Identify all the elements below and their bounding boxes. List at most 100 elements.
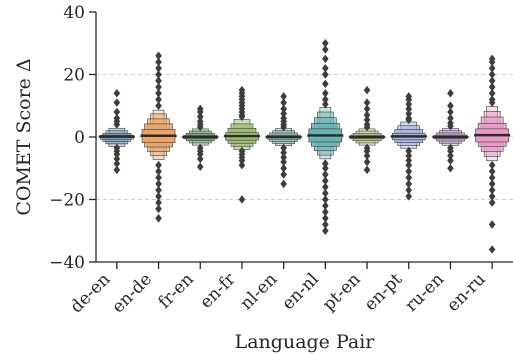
outlier-point: [405, 167, 413, 176]
outlier-point: [322, 213, 329, 223]
box-group-en-nl: [307, 38, 344, 236]
outlier-point: [113, 165, 121, 175]
outlier-point: [238, 156, 246, 165]
outlier-point: [363, 157, 371, 167]
x-tick-label: en-fr: [196, 269, 240, 313]
outlier-point: [155, 192, 162, 201]
outlier-point: [280, 98, 287, 107]
outlier-point: [488, 179, 496, 189]
outlier-point: [196, 162, 204, 171]
outlier-point: [196, 107, 204, 117]
outlier-point: [405, 115, 413, 125]
outlier-point: [322, 99, 329, 109]
boxes-layer: [98, 38, 511, 254]
y-tick-label: 0: [74, 128, 85, 148]
outlier-point: [280, 122, 287, 132]
outlier-point: [405, 151, 413, 161]
outlier-point: [113, 88, 121, 98]
outlier-point: [405, 146, 413, 156]
outlier-point: [322, 188, 329, 198]
outlier-point: [113, 98, 121, 107]
box-group-fr-en: [182, 104, 219, 171]
outlier-point: [155, 185, 162, 195]
outlier-point: [322, 45, 329, 54]
outlier-point: [196, 112, 204, 121]
outlier-point: [322, 182, 329, 192]
outlier-point: [447, 151, 454, 161]
x-tick-label: en-ru: [443, 269, 490, 316]
box-group-en-de: [140, 51, 177, 223]
outlier-point: [363, 146, 371, 156]
outlier-point: [322, 63, 329, 73]
x-tick-label: en-de: [108, 269, 156, 317]
outlier-point: [196, 154, 204, 164]
x-axis-title: Language Pair: [235, 331, 376, 353]
y-tick-label: 20: [63, 66, 85, 86]
outlier-point: [488, 76, 496, 86]
outlier-point: [447, 121, 454, 131]
outlier-point: [363, 98, 371, 107]
outlier-point: [322, 226, 329, 236]
outlier-point: [488, 198, 496, 207]
y-tick-label: −20: [49, 191, 85, 211]
outlier-point: [447, 156, 454, 165]
outlier-point: [405, 104, 413, 114]
outlier-point: [322, 159, 329, 168]
outlier-point: [196, 149, 204, 159]
y-axis-title: COMET Score Δ: [13, 58, 35, 215]
outlier-point: [280, 179, 287, 189]
outlier-point: [280, 157, 287, 167]
outlier-point: [155, 70, 162, 79]
outlier-point: [488, 98, 496, 107]
outlier-point: [280, 104, 287, 114]
y-tick-label: 40: [63, 3, 85, 23]
outlier-point: [155, 88, 162, 98]
outlier-point: [322, 163, 329, 173]
outlier-point: [155, 204, 162, 214]
outlier-point: [155, 198, 162, 207]
outlier-point: [113, 154, 121, 164]
outlier-point: [488, 82, 496, 92]
outlier-point: [488, 63, 496, 73]
outlier-point: [363, 165, 371, 175]
outlier-point: [322, 201, 329, 211]
outlier-point: [322, 38, 329, 48]
outlier-point: [155, 95, 162, 104]
outlier-point: [155, 160, 162, 170]
outlier-point: [405, 173, 413, 182]
outlier-point: [155, 63, 162, 73]
outlier-point: [488, 167, 496, 176]
outlier-point: [155, 51, 162, 61]
outlier-point: [280, 143, 287, 153]
outlier-point: [155, 57, 162, 67]
outlier-point: [280, 170, 287, 179]
outlier-point: [405, 185, 413, 195]
outlier-point: [488, 160, 496, 170]
outlier-point: [113, 107, 121, 117]
outlier-point: [488, 70, 496, 79]
outlier-point: [155, 173, 162, 182]
outlier-point: [405, 160, 413, 170]
box-group-en-fr: [223, 85, 260, 204]
box-group-ru-en: [432, 88, 469, 173]
outlier-point: [155, 101, 162, 111]
x-tick-label: en-pt: [361, 269, 407, 315]
outlier-point: [447, 113, 454, 123]
outlier-point: [155, 76, 162, 86]
outlier-point: [363, 110, 371, 120]
outlier-point: [238, 195, 246, 204]
x-tick-label: fr-en: [155, 269, 198, 312]
x-tick-label: en-nl: [278, 269, 323, 314]
outlier-point: [447, 88, 454, 98]
x-tick-label: pt-en: [319, 269, 365, 315]
outlier-point: [322, 88, 329, 98]
outlier-point: [488, 245, 496, 254]
outlier-point: [280, 163, 287, 173]
outlier-point: [280, 109, 287, 118]
outlier-point: [280, 153, 287, 162]
outlier-point: [322, 170, 329, 179]
outlier-point: [113, 149, 121, 159]
outlier-point: [155, 167, 162, 176]
outlier-point: [363, 151, 371, 161]
outlier-point: [405, 192, 413, 201]
